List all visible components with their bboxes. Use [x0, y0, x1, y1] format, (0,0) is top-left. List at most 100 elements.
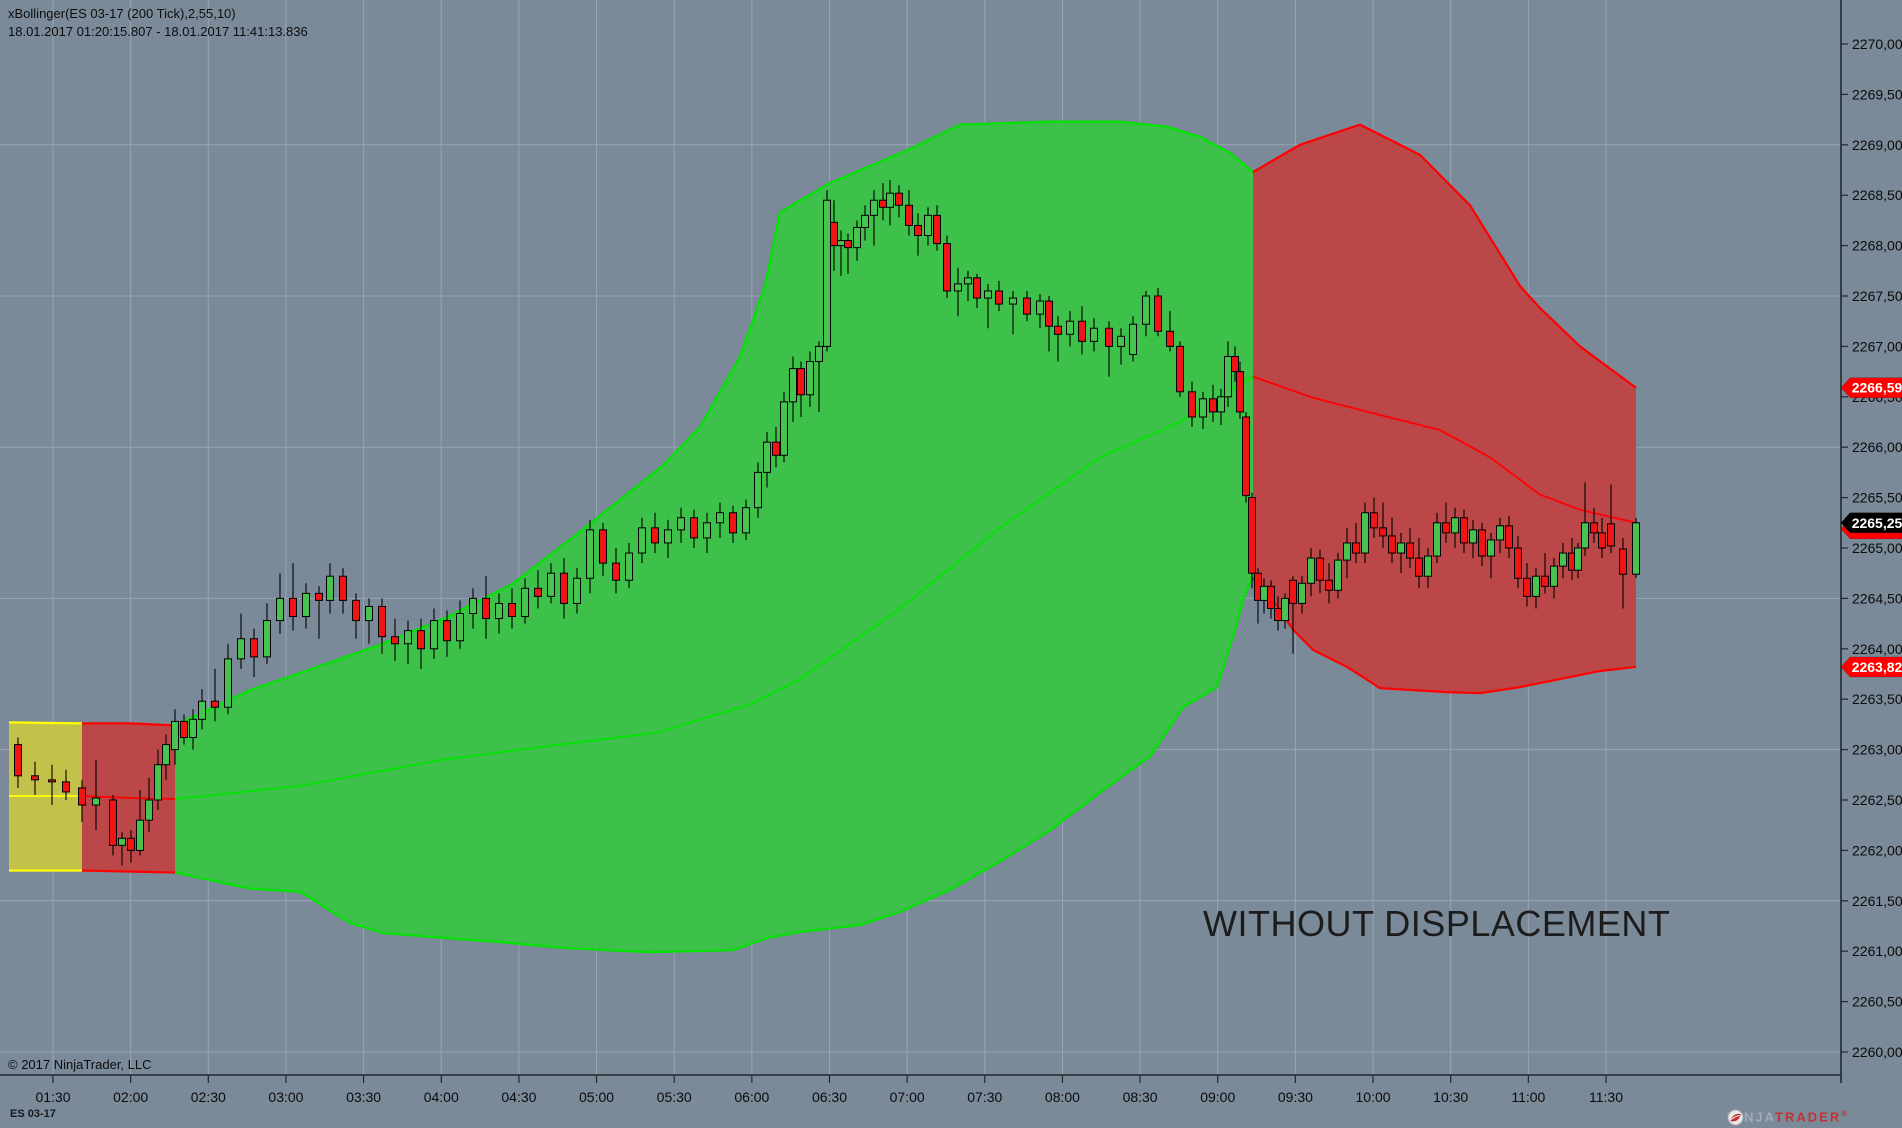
candle-body-down — [1325, 579, 1333, 591]
candle — [1105, 321, 1113, 377]
candle-body-up — [964, 277, 972, 285]
candle-body-up — [469, 597, 477, 615]
candle-body-down — [844, 240, 852, 249]
candle-body-up — [1343, 542, 1351, 561]
candle-body-down — [1379, 527, 1387, 537]
plot-area[interactable] — [0, 0, 1841, 1075]
candle-body-up — [1334, 559, 1342, 591]
candle-body-down — [1316, 557, 1324, 581]
candle-body-up — [1433, 522, 1441, 557]
candle-body-up — [763, 441, 771, 473]
candle — [1307, 548, 1315, 597]
candle-body-up — [198, 700, 206, 720]
candle-body-down — [1406, 542, 1414, 559]
candle-body-down — [1352, 542, 1360, 554]
band-fill — [175, 121, 1253, 953]
candle — [861, 205, 869, 241]
candle — [145, 777, 153, 833]
candle — [1242, 411, 1250, 503]
candle — [263, 603, 271, 664]
candle-body-up — [1009, 297, 1017, 305]
candle-body-up — [742, 507, 750, 534]
candle-body-up — [1451, 517, 1459, 534]
band-middle-line — [174, 375, 1254, 800]
candles — [14, 180, 1640, 866]
candle — [772, 427, 780, 468]
candle-body-down — [1388, 535, 1396, 554]
candle-body-down — [1188, 391, 1196, 418]
candle-body-up — [1469, 529, 1477, 544]
candle-body-up — [263, 620, 271, 658]
candle — [1176, 341, 1184, 397]
price-axis-label: 2262,00 — [1852, 842, 1902, 858]
candle-body-up — [145, 799, 153, 821]
candle — [612, 548, 620, 594]
chart-header: xBollinger(ES 03-17 (200 Tick),2,55,10) … — [8, 5, 308, 41]
candle — [1590, 507, 1598, 543]
candle — [48, 764, 56, 806]
price-axis-label: 2261,50 — [1852, 893, 1902, 909]
candle-body-down — [1176, 345, 1184, 393]
candle — [844, 233, 852, 274]
candle — [469, 588, 477, 629]
candle — [404, 620, 412, 664]
candle-body-up — [1036, 300, 1044, 315]
candle — [1352, 522, 1360, 564]
candle — [1541, 553, 1549, 594]
price-badge-label: 2263,82 — [1852, 659, 1902, 675]
candle — [729, 505, 737, 543]
price-axis-label: 2269,50 — [1852, 86, 1902, 102]
candle — [1090, 318, 1098, 352]
candle — [1598, 517, 1606, 559]
candle-body-up — [1559, 552, 1567, 567]
candle-body-up — [861, 214, 869, 228]
candle-body-down — [1078, 320, 1086, 342]
candle-body-down — [1523, 577, 1531, 597]
time-axis-label: 03:30 — [346, 1089, 381, 1105]
candle-body-up — [1581, 522, 1589, 549]
candle-body-up — [136, 819, 144, 851]
candle-body-down — [1166, 330, 1174, 347]
price-axis-label: 2260,00 — [1852, 1044, 1902, 1060]
candle — [1574, 542, 1582, 579]
candle — [1607, 484, 1615, 554]
candle — [1478, 522, 1486, 567]
candle — [1433, 512, 1441, 564]
candle — [664, 519, 672, 559]
candle — [754, 462, 762, 518]
time-axis[interactable]: 01:30 02:00 02:30 03:00 03:30 04:00 04:30 05:00… — [35, 1075, 1623, 1105]
candle — [189, 709, 197, 750]
candle — [1469, 519, 1477, 559]
candle-body-down — [973, 277, 981, 299]
candle-body-down — [127, 837, 135, 851]
price-axis-label: 2267,00 — [1852, 338, 1902, 354]
price-badge-shape — [1840, 512, 1902, 534]
price-badge-label: 2265,25 — [1852, 515, 1902, 531]
candle — [651, 512, 659, 554]
candle — [521, 578, 529, 624]
price-axis-label: 2265,50 — [1852, 490, 1902, 506]
candle — [534, 570, 542, 609]
candle-body-down — [289, 597, 297, 618]
price-axis-label: 2266,00 — [1852, 439, 1902, 455]
candle — [984, 283, 992, 329]
candle — [1142, 290, 1150, 337]
candle-body-down — [250, 638, 258, 658]
time-axis-label: 10:30 — [1433, 1089, 1468, 1105]
candle — [1496, 517, 1504, 554]
candle — [482, 576, 490, 639]
candle-body-up — [703, 522, 711, 539]
candle — [1325, 563, 1333, 604]
candle-body-up — [586, 529, 594, 579]
candle-body-up — [1217, 396, 1225, 413]
candle — [870, 190, 878, 246]
candle — [289, 563, 297, 631]
candle-body-down — [1505, 525, 1513, 549]
price-axis-label: 2268,50 — [1852, 187, 1902, 203]
candle — [1154, 287, 1162, 337]
candle — [211, 668, 219, 722]
price-axis[interactable]: 2270,00 2269,50 2269,00 2268,50 2268,00 2267,… — [1841, 36, 1902, 1060]
candle-body-up — [326, 575, 334, 601]
